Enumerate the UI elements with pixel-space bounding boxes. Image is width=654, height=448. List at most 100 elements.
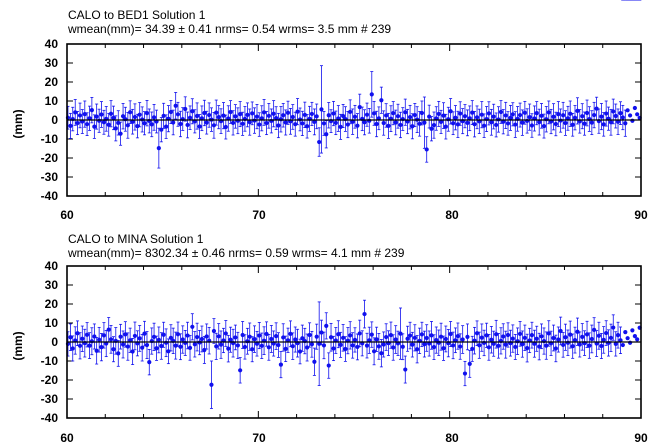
data-point <box>264 120 269 126</box>
data-point <box>438 334 444 339</box>
data-point <box>312 119 317 124</box>
data-point <box>290 344 295 349</box>
data-point <box>541 123 547 129</box>
data-point <box>615 119 621 124</box>
data-point <box>175 332 181 337</box>
data-point <box>551 335 556 341</box>
data-point <box>384 113 389 118</box>
data-point <box>195 334 200 340</box>
data-point <box>223 124 228 130</box>
data-point <box>470 346 475 351</box>
data-point <box>130 119 135 124</box>
data-point <box>491 114 496 119</box>
data-point <box>556 337 561 342</box>
data-point <box>534 111 539 116</box>
data-point <box>348 109 353 114</box>
data-point <box>620 115 625 120</box>
data-point <box>302 112 307 117</box>
data-point <box>264 331 269 337</box>
data-point <box>539 113 544 118</box>
data-point <box>553 121 558 127</box>
data-point <box>441 346 446 351</box>
data-point <box>400 344 405 349</box>
data-point <box>168 109 173 115</box>
data-point <box>611 325 616 330</box>
data-point <box>386 123 391 128</box>
data-point <box>214 344 219 349</box>
data-point <box>245 112 250 117</box>
data-point <box>561 342 566 347</box>
data-point <box>403 367 408 372</box>
data-point <box>230 120 236 125</box>
data-point <box>489 337 494 342</box>
data-point <box>101 120 107 125</box>
data-point <box>271 111 276 116</box>
data-point <box>367 338 372 343</box>
data-point <box>632 105 637 111</box>
data-point <box>137 112 142 117</box>
data-point <box>604 111 609 116</box>
y-tick-label: 0 <box>51 335 58 349</box>
data-point <box>398 331 403 336</box>
data-point <box>338 124 343 129</box>
data-point <box>551 114 556 119</box>
data-point <box>556 112 561 117</box>
data-point <box>486 345 491 350</box>
data-point <box>106 327 111 332</box>
data-point <box>276 123 281 128</box>
data-point <box>94 114 99 119</box>
data-point <box>625 108 630 113</box>
data-point <box>501 334 506 339</box>
data-point <box>290 114 295 120</box>
data-point <box>436 340 441 345</box>
y-axis-label: (mm) <box>11 109 25 138</box>
y-tick-label: -30 <box>41 392 59 406</box>
data-point <box>324 132 329 137</box>
x-tick-label: 70 <box>252 208 266 222</box>
data-point <box>618 338 623 343</box>
data-point <box>424 335 429 341</box>
data-point <box>226 346 231 351</box>
data-point <box>211 123 217 128</box>
data-point <box>589 336 594 342</box>
data-point <box>101 333 107 338</box>
data-point <box>391 111 396 116</box>
data-point <box>532 341 537 346</box>
data-point <box>233 114 238 119</box>
data-point <box>300 336 305 341</box>
data-point <box>340 113 346 119</box>
data-point <box>283 346 288 351</box>
y-tick-label: 40 <box>45 37 59 51</box>
data-point <box>635 112 640 117</box>
data-point <box>496 343 501 348</box>
data-point <box>405 336 410 341</box>
data-point <box>565 340 571 345</box>
data-point <box>443 124 448 129</box>
data-point <box>77 113 83 118</box>
data-point <box>455 122 460 127</box>
data-point <box>584 110 590 116</box>
y-tick-label: -20 <box>41 151 59 165</box>
data-point <box>207 112 212 118</box>
data-point <box>568 111 573 116</box>
data-point <box>608 120 614 125</box>
data-point <box>580 334 585 339</box>
data-point <box>132 114 138 120</box>
data-point <box>376 344 381 349</box>
data-point <box>625 336 630 341</box>
data-point <box>92 334 97 339</box>
data-point <box>613 341 618 346</box>
data-point <box>240 332 245 338</box>
data-point <box>491 341 496 346</box>
data-point <box>503 113 508 118</box>
data-point <box>553 346 558 351</box>
data-point <box>144 342 150 348</box>
data-point <box>156 146 161 151</box>
data-point <box>144 111 150 116</box>
data-point <box>75 331 80 336</box>
data-point <box>247 334 252 339</box>
data-point <box>517 112 523 118</box>
data-point <box>494 122 499 128</box>
data-point <box>328 335 334 340</box>
